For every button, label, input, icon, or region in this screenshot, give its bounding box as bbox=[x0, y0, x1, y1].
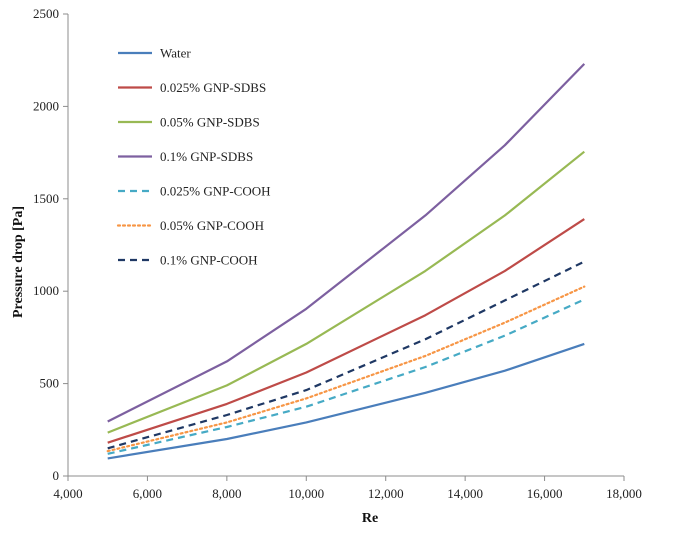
legend: Water 0.025% GNP-SDBS 0.05% GNP-SDBS 0.1% G… bbox=[116, 46, 271, 268]
x-axis: 4,000 6,000 8,000 10,000 12,000 14,000 16,000 1… bbox=[53, 475, 642, 501]
x-tick-label: 6,000 bbox=[133, 486, 162, 501]
x-tick-label: 16,000 bbox=[527, 486, 563, 501]
y-tick-label: 2000 bbox=[33, 98, 59, 113]
legend-label-5: 0.05% GNP-COOH bbox=[160, 218, 264, 233]
legend-label-6: 0.1% GNP-COOH bbox=[160, 253, 258, 268]
x-tick-label: 10,000 bbox=[288, 486, 324, 501]
series-line-2 bbox=[107, 150, 585, 434]
legend-label-3: 0.1% GNP-SDBS bbox=[160, 149, 253, 164]
series-line-4 bbox=[107, 298, 585, 455]
y-axis-label: Pressure drop [Pa] bbox=[11, 206, 26, 318]
series-line-5 bbox=[106, 285, 586, 453]
y-tick-label: 1000 bbox=[33, 283, 59, 298]
y-tick-label: 1500 bbox=[33, 191, 59, 206]
x-axis-label: Re bbox=[362, 511, 378, 526]
legend-label-1: 0.025% GNP-SDBS bbox=[160, 80, 266, 95]
x-tick-label: 14,000 bbox=[447, 486, 483, 501]
x-tick-label: 4,000 bbox=[53, 486, 82, 501]
series-line-3 bbox=[107, 63, 586, 423]
legend-label-0: Water bbox=[160, 46, 191, 61]
series-line-0 bbox=[107, 342, 585, 460]
x-tick-label: 18,000 bbox=[606, 486, 642, 501]
series-lines bbox=[106, 63, 586, 460]
y-tick-label: 2500 bbox=[33, 6, 59, 21]
y-tick-label: 0 bbox=[53, 468, 60, 483]
x-tick-label: 8,000 bbox=[212, 486, 241, 501]
y-axis: 0 500 1000 1500 2000 2500 bbox=[33, 6, 69, 483]
y-tick-label: 500 bbox=[40, 376, 60, 391]
series-line-1 bbox=[107, 218, 585, 444]
legend-label-4: 0.025% GNP-COOH bbox=[160, 184, 271, 199]
legend-label-2: 0.05% GNP-SDBS bbox=[160, 115, 260, 130]
x-tick-label: 12,000 bbox=[368, 486, 404, 501]
